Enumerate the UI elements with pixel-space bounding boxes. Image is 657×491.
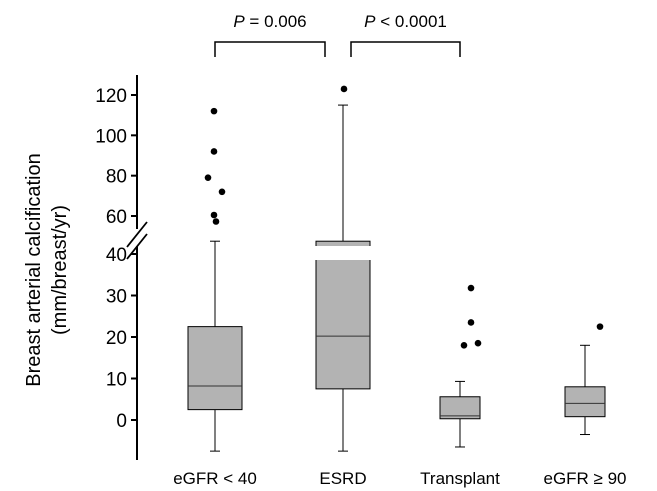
category-label: Transplant bbox=[420, 469, 500, 488]
p-value-label: P = 0.006 bbox=[233, 12, 306, 31]
outlier-point bbox=[210, 148, 218, 155]
y-tick-label: 30 bbox=[106, 287, 127, 308]
y-tick-label: 0 bbox=[116, 411, 127, 432]
outlier-point bbox=[218, 188, 226, 196]
box-2 bbox=[439, 284, 482, 448]
outlier-point bbox=[474, 339, 482, 347]
outlier-point bbox=[210, 211, 218, 219]
box-3 bbox=[564, 323, 606, 436]
category-labels: eGFR < 40 ESRD Transplant eGFR ≥ 90 bbox=[173, 469, 626, 488]
box-iqr bbox=[439, 396, 481, 420]
y-tick-label: 20 bbox=[106, 328, 127, 349]
y-axis-label-line-1: Breast arterial calcification bbox=[23, 153, 45, 386]
axis-break-gap bbox=[315, 246, 371, 260]
y-axis-label: Breast arterial calcification (mm/breast… bbox=[23, 153, 71, 386]
y-tick-label: 80 bbox=[106, 167, 127, 188]
outlier-point bbox=[596, 323, 604, 330]
axis-break-mark bbox=[126, 233, 148, 260]
box-iqr bbox=[564, 386, 606, 418]
y-axis-label-line-2: (mm/breast/yr) bbox=[49, 205, 71, 335]
box-iqr bbox=[315, 240, 371, 390]
outlier-point bbox=[460, 342, 468, 349]
axis-break-mark bbox=[126, 221, 148, 248]
category-label: eGFR < 40 bbox=[173, 469, 257, 488]
category-label: eGFR ≥ 90 bbox=[543, 469, 626, 488]
significance-bracket-0: P = 0.006 bbox=[214, 12, 326, 57]
outlier-point bbox=[467, 284, 475, 292]
y-axis-ticks: 60 80 100 120 0 10 20 30 40 bbox=[95, 86, 137, 432]
bracket-line bbox=[214, 41, 326, 57]
outlier-point bbox=[340, 85, 348, 93]
y-tick-label: 100 bbox=[95, 126, 127, 147]
p-value-label: P < 0.0001 bbox=[364, 12, 447, 31]
bracket-line bbox=[350, 41, 461, 57]
y-tick-label: 120 bbox=[95, 86, 127, 107]
y-axis bbox=[126, 75, 148, 460]
box-1 bbox=[315, 85, 371, 452]
significance-brackets: P = 0.006 P < 0.0001 bbox=[214, 12, 461, 57]
box-0 bbox=[187, 107, 243, 452]
y-tick-label: 40 bbox=[106, 245, 127, 266]
outlier-point bbox=[212, 218, 220, 225]
box-iqr bbox=[187, 326, 243, 411]
y-tick-label: 10 bbox=[106, 370, 127, 391]
outlier-point bbox=[467, 319, 475, 326]
significance-bracket-1: P < 0.0001 bbox=[350, 12, 461, 57]
category-label: ESRD bbox=[319, 469, 366, 488]
outlier-point bbox=[210, 107, 218, 115]
box-series bbox=[187, 85, 606, 452]
y-tick-label: 60 bbox=[106, 207, 127, 228]
outlier-point bbox=[204, 174, 212, 181]
